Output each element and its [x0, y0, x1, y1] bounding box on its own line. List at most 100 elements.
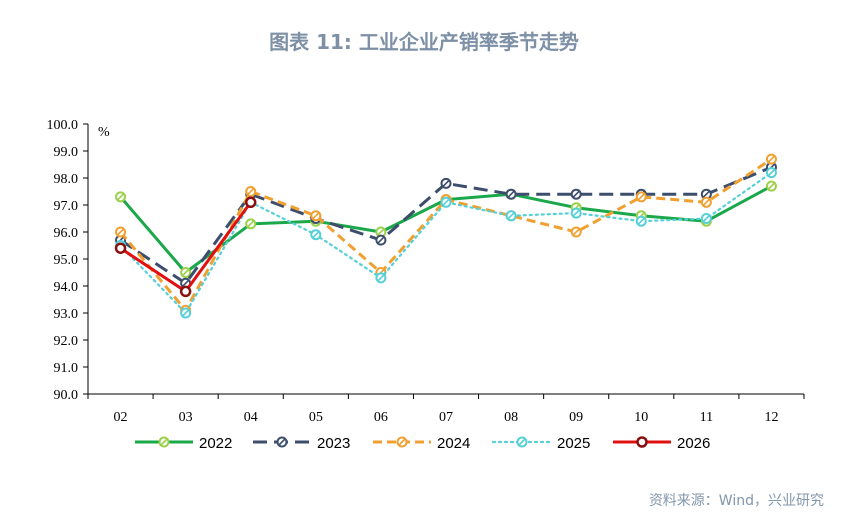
data-point-2025-07-hatch	[442, 198, 450, 206]
data-point-2024-05	[310, 210, 322, 222]
data-point-2023-09	[570, 188, 582, 200]
data-point-2025-03	[180, 307, 192, 319]
data-point-2023-07-hatch	[442, 179, 450, 187]
y-tick-label: 97.0	[54, 199, 79, 214]
data-point-2026-04-ring	[244, 196, 257, 209]
y-tick-label: 91.0	[54, 361, 79, 376]
axes: 90.0 91.0 92.0 93.0 94.0 95.0 96.0 97.0 98.0 99.0…	[47, 118, 805, 425]
data-point-2023-06-hatch	[377, 236, 385, 244]
data-point-2023-03-hatch	[182, 279, 190, 287]
data-point-2026-03-ring	[179, 285, 192, 298]
legend-label-2023: 2023	[317, 435, 350, 452]
legend-marker-2022-hatch	[160, 438, 168, 446]
x-tick-label: 09	[569, 410, 583, 425]
data-point-2024-10-hatch	[637, 193, 645, 201]
series-line-2025	[119, 171, 773, 315]
data-point-2024-12	[765, 153, 777, 165]
x-tick-label: 06	[374, 410, 388, 425]
data-point-2023-08-hatch	[507, 190, 515, 198]
data-point-2022-03-hatch	[182, 268, 190, 277]
legend-marker-2024	[396, 436, 408, 448]
data-point-2024-09-hatch	[572, 228, 580, 236]
data-point-2023-07	[440, 177, 452, 189]
y-tick-label: 92.0	[54, 334, 79, 349]
data-point-2025-08	[505, 210, 517, 222]
legend-label-2022: 2022	[199, 435, 232, 452]
legend-marker-2023-hatch	[278, 438, 286, 446]
x-tick-label: 07	[439, 410, 453, 425]
legend-label-2025: 2025	[557, 435, 590, 452]
data-point-2025-05	[310, 229, 322, 241]
data-point-2022-02-hatch	[116, 193, 125, 201]
y-tick-label: 93.0	[54, 307, 79, 322]
data-point-2024-11-hatch	[702, 198, 710, 206]
data-point-2024-10	[635, 191, 647, 203]
data-point-2025-03-hatch	[182, 309, 190, 317]
data-point-2025-09	[570, 207, 582, 219]
data-point-2025-11	[700, 213, 712, 224]
y-unit-label: %	[98, 125, 110, 140]
data-point-2025-09-hatch	[572, 209, 580, 217]
x-tick-label: 03	[179, 410, 193, 425]
source-note: 资料来源：Wind，兴业研究	[648, 493, 824, 509]
data-point-2024-12-hatch	[767, 155, 776, 163]
data-point-2024-02-hatch	[116, 228, 125, 236]
data-point-2025-12-hatch	[767, 169, 776, 177]
legend-marker-2025-hatch	[518, 438, 526, 446]
x-tick-label: 12	[764, 410, 778, 425]
legend-label-2024: 2024	[437, 435, 470, 452]
data-point-2022-03	[180, 267, 192, 278]
x-tick-label: 08	[504, 410, 518, 425]
data-point-2022-04	[245, 218, 257, 230]
data-point-2026-02	[114, 242, 127, 254]
legend: 2022 2023 2024 2025 2026	[135, 435, 710, 452]
y-tick-label: 90.0	[54, 388, 79, 403]
data-point-2023-11-hatch	[702, 190, 710, 198]
data-point-2022-12	[765, 180, 777, 192]
legend-marker-2022	[158, 436, 170, 448]
y-tick-label: 100.0	[47, 118, 79, 133]
data-point-2024-04	[245, 186, 257, 197]
y-tick-label: 94.0	[54, 280, 79, 295]
x-tick-label: 04	[244, 410, 258, 425]
data-point-2022-04-hatch	[247, 220, 255, 228]
legend-marker-2023	[276, 436, 288, 448]
y-tick-label: 99.0	[54, 145, 79, 160]
data-point-2024-11	[700, 196, 712, 208]
data-point-2026-02-ring	[114, 242, 127, 254]
data-point-2022-02	[115, 191, 127, 203]
chart-title: 图表 11: 工业企业产销率季节走势	[269, 30, 579, 54]
data-point-2026-03	[179, 285, 192, 298]
data-point-2025-07	[440, 196, 452, 208]
x-tick-label: 05	[309, 410, 323, 425]
data-point-2024-02	[115, 226, 127, 238]
y-tick-label: 95.0	[54, 253, 79, 268]
series-lines	[114, 153, 777, 319]
data-point-2026-04	[244, 196, 257, 209]
data-point-2024-05-hatch	[312, 212, 320, 220]
data-point-2023-09-hatch	[572, 190, 580, 198]
data-point-2025-12	[765, 167, 777, 179]
data-point-2025-05-hatch	[312, 231, 320, 239]
legend-marker-2024-hatch	[398, 438, 406, 446]
legend-marker-2026-ring	[636, 436, 648, 448]
data-point-2022-12-hatch	[767, 182, 776, 190]
x-tick-label: 02	[114, 410, 128, 425]
data-point-2023-06	[375, 234, 387, 246]
data-point-2025-10-hatch	[637, 217, 645, 225]
legend-marker-2026	[636, 436, 648, 448]
data-point-2024-04-hatch	[247, 187, 255, 196]
x-tick-label: 10	[634, 410, 648, 425]
data-point-2025-06-hatch	[377, 274, 385, 282]
y-tick-label: 96.0	[54, 226, 79, 241]
data-point-2025-08-hatch	[507, 212, 515, 220]
legend-label-2026: 2026	[677, 435, 710, 452]
data-point-2024-09	[570, 226, 582, 238]
data-point-2025-06	[375, 272, 387, 284]
y-tick-label: 98.0	[54, 172, 79, 187]
data-point-2022-06-hatch	[377, 228, 385, 236]
data-point-2025-11-hatch	[702, 214, 710, 223]
data-point-2025-10	[635, 215, 647, 227]
x-tick-label: 11	[700, 410, 713, 425]
